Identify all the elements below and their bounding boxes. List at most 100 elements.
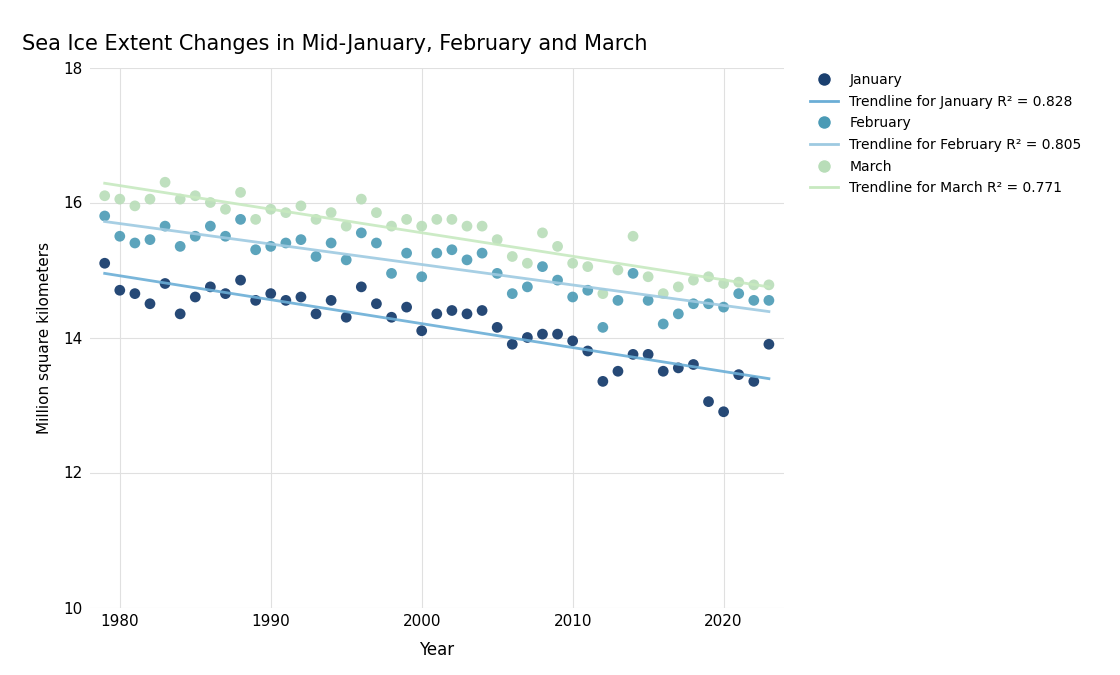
Point (111, 194, 129, 205)
Point (383, 312, 401, 323)
Point (579, 346, 597, 356)
Point (216, 288, 234, 299)
Point (413, 271, 431, 282)
Point (141, 194, 159, 205)
Point (171, 194, 189, 205)
Point (383, 221, 401, 232)
Point (594, 288, 612, 299)
Point (760, 339, 778, 350)
Point (323, 238, 340, 248)
Point (503, 251, 521, 262)
Point (624, 231, 642, 242)
Point (700, 396, 718, 407)
Point (111, 231, 129, 242)
Point (654, 288, 672, 299)
Point (367, 207, 385, 218)
Point (337, 312, 355, 323)
Point (398, 302, 416, 313)
Point (533, 329, 551, 340)
Point (383, 268, 401, 279)
Point (609, 295, 627, 306)
Point (488, 322, 506, 333)
Point (95, 211, 113, 221)
Point (519, 332, 536, 343)
Point (367, 238, 385, 248)
Point (533, 261, 551, 272)
Point (670, 281, 688, 292)
Point (307, 308, 325, 319)
Point (125, 238, 143, 248)
Point (246, 244, 264, 255)
Point (700, 298, 718, 309)
Point (488, 234, 506, 245)
Point (442, 305, 460, 316)
Point (715, 302, 732, 313)
Point (458, 254, 476, 265)
X-axis label: Year: Year (419, 641, 455, 659)
Point (337, 254, 355, 265)
Point (307, 214, 325, 225)
Point (563, 292, 581, 302)
Point (730, 288, 748, 299)
Point (398, 214, 416, 225)
Point (519, 281, 536, 292)
Point (715, 406, 732, 417)
Point (458, 221, 476, 232)
Point (292, 234, 310, 245)
Legend: January, Trendline for January R² = 0.828, February, Trendline for February R² =: January, Trendline for January R² = 0.82… (805, 68, 1088, 200)
Point (684, 359, 702, 370)
Point (715, 278, 732, 289)
Point (413, 325, 431, 336)
Point (95, 258, 113, 269)
Point (670, 308, 688, 319)
Point (624, 349, 642, 360)
Point (292, 200, 310, 211)
Point (353, 227, 371, 238)
Point (202, 221, 220, 232)
Point (458, 308, 476, 319)
Point (171, 308, 189, 319)
Point (563, 258, 581, 269)
Point (563, 335, 581, 346)
Point (125, 200, 143, 211)
Point (549, 275, 567, 286)
Point (442, 244, 460, 255)
Point (277, 295, 295, 306)
Point (186, 292, 204, 302)
Point (609, 265, 627, 275)
Point (549, 329, 567, 340)
Point (186, 231, 204, 242)
Point (367, 298, 385, 309)
Point (473, 221, 491, 232)
Point (428, 308, 446, 319)
Point (579, 261, 597, 272)
Point (277, 207, 295, 218)
Point (760, 295, 778, 306)
Point (323, 295, 340, 306)
Point (609, 366, 627, 377)
Point (640, 271, 657, 282)
Point (323, 207, 340, 218)
Point (125, 288, 143, 299)
Point (202, 281, 220, 292)
Point (503, 288, 521, 299)
Point (262, 288, 280, 299)
Point (337, 221, 355, 232)
Point (442, 214, 460, 225)
Point (156, 221, 174, 232)
Point (473, 248, 491, 259)
Point (488, 268, 506, 279)
Point (186, 190, 204, 201)
Y-axis label: Million square kilometers: Million square kilometers (37, 242, 53, 433)
Point (216, 231, 234, 242)
Point (232, 275, 250, 286)
Text: Sea Ice Extent Changes in Mid-January, February and March: Sea Ice Extent Changes in Mid-January, F… (22, 34, 647, 54)
Point (700, 271, 718, 282)
Point (156, 278, 174, 289)
Point (398, 248, 416, 259)
Point (549, 241, 567, 252)
Point (95, 190, 113, 201)
Point (670, 362, 688, 373)
Point (277, 238, 295, 248)
Point (579, 285, 597, 296)
